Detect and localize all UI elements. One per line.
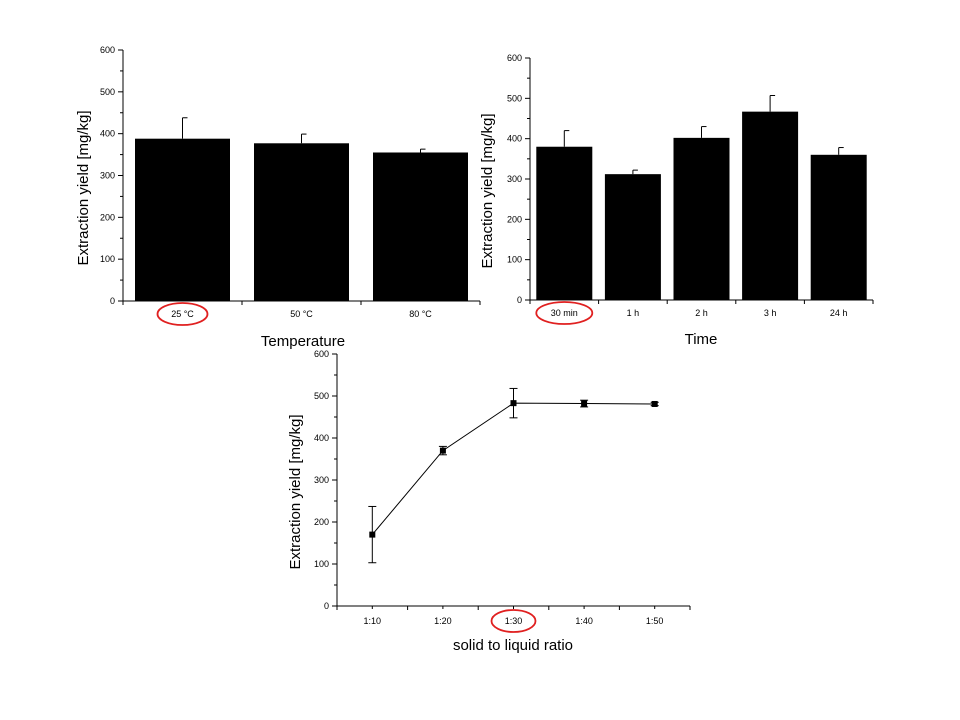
y-tick-label: 300 <box>314 475 329 485</box>
x-tick-label: 1:50 <box>646 616 664 626</box>
bar <box>135 138 230 301</box>
highlight-circle <box>490 609 537 633</box>
bar <box>742 111 799 300</box>
bar <box>373 152 468 301</box>
y-tick-label: 0 <box>110 296 115 306</box>
x-tick-label: 2 h <box>695 308 708 318</box>
y-tick-label: 300 <box>507 174 522 184</box>
highlight-circle <box>156 302 209 326</box>
y-tick-label: 600 <box>100 45 115 55</box>
x-tick-label: 1 h <box>627 308 640 318</box>
y-tick-label: 100 <box>314 559 329 569</box>
y-tick-label: 300 <box>100 171 115 181</box>
highlight-circle <box>535 301 594 325</box>
y-tick-label: 0 <box>324 601 329 611</box>
data-point <box>581 400 588 407</box>
y-tick-label: 600 <box>507 53 522 63</box>
y-tick-label: 400 <box>314 433 329 443</box>
data-point <box>651 400 658 407</box>
bar <box>536 146 593 300</box>
bar <box>604 174 661 300</box>
x-tick-label: 1:30 <box>505 616 523 626</box>
x-tick-label: 1:20 <box>434 616 452 626</box>
y-tick-label: 100 <box>507 255 522 265</box>
y-tick-label: 500 <box>100 87 115 97</box>
ratio-line-chart: 0 100 200 300 400 500 600 1:10 1:20 1:30 1:40 1:50 E… <box>287 349 691 654</box>
y-tick-label: 0 <box>517 295 522 305</box>
y-tick-label: 600 <box>314 349 329 359</box>
y-axis-label: Extraction yield [mg/kg] <box>75 110 92 265</box>
data-point <box>369 531 376 538</box>
x-tick-label: 80 °C <box>409 309 432 319</box>
y-tick-label: 400 <box>100 129 115 139</box>
data-point <box>439 447 446 454</box>
temperature-bar-chart: 0 100 200 300 400 500 600 25 °C 50 °C 80 °C Extrac… <box>75 45 481 350</box>
bar <box>254 143 349 301</box>
x-axis-label: solid to liquid ratio <box>453 637 573 654</box>
x-tick-label: 30 min <box>551 308 578 318</box>
x-tick-label: 1:10 <box>364 616 382 626</box>
y-tick-label: 100 <box>100 254 115 264</box>
y-axis-label: Extraction yield [mg/kg] <box>287 414 304 569</box>
x-tick-label: 25 °C <box>171 309 194 319</box>
x-axis-label: Temperature <box>261 333 345 350</box>
y-tick-label: 200 <box>100 212 115 222</box>
y-axis-label: Extraction yield [mg/kg] <box>479 113 496 268</box>
time-bar-chart: 0 100 200 300 400 500 600 30 min 1 h 2 h 3 h 24 h Ex… <box>479 53 874 348</box>
y-tick-label: 400 <box>507 134 522 144</box>
y-tick-label: 500 <box>507 93 522 103</box>
series-line <box>371 402 655 535</box>
x-tick-label: 3 h <box>764 308 777 318</box>
x-axis-label: Time <box>685 331 718 348</box>
y-tick-label: 200 <box>314 517 329 527</box>
x-tick-label: 24 h <box>830 308 848 318</box>
bar <box>673 137 730 300</box>
data-point <box>510 400 517 407</box>
y-tick-label: 500 <box>314 391 329 401</box>
x-tick-label: 1:40 <box>575 616 593 626</box>
bar <box>810 154 867 300</box>
x-tick-label: 50 °C <box>290 309 313 319</box>
y-tick-label: 200 <box>507 214 522 224</box>
